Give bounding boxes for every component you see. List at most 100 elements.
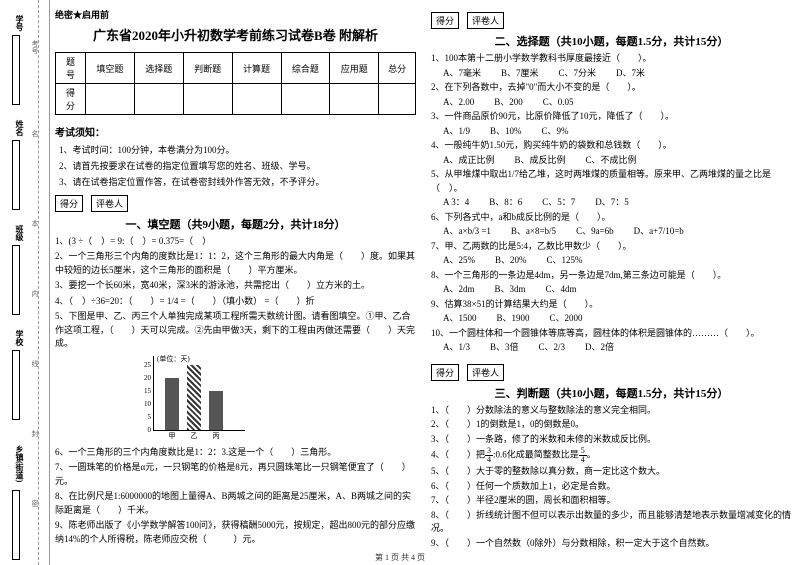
question: 8、（ ）折线统计图不但可以表示出数量的多少，而且能够清楚地表示数量增减变化的情… <box>431 509 792 536</box>
option: C、5：7 <box>542 197 575 207</box>
question: 9、陈老师出版了《小学数学解答100问》，获得稿酬5000元，按规定，超出800… <box>55 519 416 546</box>
options: A、2dm B、3dm C、4dm <box>431 283 792 297</box>
bind-label-id: 学号 <box>14 15 25 31</box>
bind-label-school: 学校 <box>14 330 25 346</box>
question: 9、（ ）一个自然数（0除外）与分数相除，积一定大于这个自然数。 <box>431 537 792 551</box>
option: C、2/3 <box>539 342 566 352</box>
question: 10、一个圆柱体和一个圆锥体等底等高，圆柱体的体积是圆锥体的………（ ）。 <box>431 327 792 341</box>
bind-label-name: 姓名 <box>14 120 25 136</box>
notice-item: 1、考试时间：100分钟，本卷满分为100分。 <box>59 142 416 158</box>
question: 1、（ ）分数除法的意义与整数除法的意义完全相同。 <box>431 404 792 418</box>
question: 2、（ ）1的倒数是1，0的倒数是0。 <box>431 418 792 432</box>
score-cell <box>232 84 281 115</box>
score-table: 题 号填空题选择题判断题计算题综合题应用题总分 得 分 <box>55 52 416 115</box>
option: A、2dm <box>443 284 475 294</box>
section3-title: 三、判断题（共10小题，每题1.5分，共计15分） <box>431 385 792 401</box>
score-col: 题 号 <box>56 53 86 84</box>
bind-box <box>12 35 20 105</box>
score-label: 得分 <box>431 364 459 381</box>
bind-box <box>12 350 20 420</box>
option: A、a×b/3 =1 <box>443 226 491 236</box>
option: B、20% <box>495 255 527 265</box>
score-col: 计算题 <box>232 53 281 84</box>
score-col: 填空题 <box>86 53 135 84</box>
option: B、3倍 <box>490 342 519 352</box>
score-col: 应用题 <box>330 53 379 84</box>
xlabel: 乙 <box>184 431 204 441</box>
option: B、成反比例 <box>515 155 566 165</box>
question: 7、甲、乙两数的比是5:4，乙数比甲数少（ ）。 <box>431 240 792 254</box>
options: A、1/3 B、3倍 C、2/3 D、2倍 <box>431 341 792 355</box>
option: A、1/9 <box>443 126 470 136</box>
notice-item: 3、请在试卷指定位置作答，在试卷密封线外作答无效，不予评分。 <box>59 174 416 190</box>
question: 6、一个三角形的三个内角度数比是1：2：3.这是一个（ ）三角形。 <box>55 446 416 460</box>
option: C、4dm <box>546 284 577 294</box>
option: B、1900 <box>497 313 530 323</box>
options: A、7毫米 B、7厘米 C、7分米 D、7米 <box>431 67 792 81</box>
question: 1、(3 ÷（ ）= 9:（ ）= 0.375=（ ） <box>55 235 416 249</box>
ytick: 20 <box>137 374 151 382</box>
option: C、9% <box>542 126 569 136</box>
question: 9、估算38×51的计算结果大约是（ ）。 <box>431 298 792 312</box>
score-col: 总分 <box>379 53 416 84</box>
bind-label-town: 乡镇(街道) <box>14 445 25 482</box>
option: A、1/3 <box>443 342 470 352</box>
question: 4、（ ）把34:0.6化成最简整数比是54。 <box>431 447 792 464</box>
question: 4、一般纯牛奶1.50元，购买纯牛奶的袋数和总钱数（ ）。 <box>431 139 792 153</box>
bind-box <box>12 490 20 560</box>
score-cell <box>183 84 232 115</box>
score-col: 综合题 <box>281 53 330 84</box>
section2-title: 二、选择题（共10小题，每题1.5分，共计15分） <box>431 33 792 49</box>
score-row-label: 得 分 <box>56 84 86 115</box>
option: D、7米 <box>616 68 645 78</box>
question: 5、（ ）大于零的整数除以真分数，商一定比这个数大。 <box>431 465 792 479</box>
notice-item: 2、请首先按要求在试卷的指定位置填写您的姓名、班级、学号。 <box>59 158 416 174</box>
option: A、2.00 <box>443 97 474 107</box>
option: B、a×8=b/5 <box>511 226 556 236</box>
question: 6、（ ）任何一个质数加上1，必定是合数。 <box>431 480 792 494</box>
ytick: 0 <box>137 426 151 434</box>
options: A 3：4B、8：6C、5：7D、7：5 <box>431 196 792 210</box>
section-scorebox: 得分 评卷人 <box>55 195 416 212</box>
question: 4、（ ）÷36=20：（ ）= 1/4 =（ ）（填小数） =（ ）折 <box>55 295 416 309</box>
question: 2、一个三角形三个内角的度数比是1：1：2，这个三角形的最大内角是（ ）度。如果… <box>55 250 416 277</box>
ytick: 25 <box>137 361 151 369</box>
option: B、10% <box>490 126 522 136</box>
option: A、25% <box>443 255 475 265</box>
chart-bar <box>209 391 223 430</box>
grader-label: 评卷人 <box>467 12 504 29</box>
option: C、不成比例 <box>586 155 637 165</box>
xlabel: 丙 <box>206 431 226 441</box>
score-col: 选择题 <box>134 53 183 84</box>
option: A、1500 <box>443 313 477 323</box>
ytick: 5 <box>137 413 151 421</box>
ytick: 10 <box>137 400 151 408</box>
question: 7、一圆珠笔的价格是α元，一只钢笔的价格是8元，再只圆珠笔比一只钢笔便宜了（ ）… <box>55 461 416 488</box>
bind-box <box>12 245 20 315</box>
option: C、7分米 <box>559 68 597 78</box>
question: 5、下图是甲、乙、丙三个人单独完成某项工程所需天数统计图。请看图填空。①甲、乙合… <box>55 310 416 351</box>
binding-margin: 学号 姓名 班级 学校 乡镇(街道) 考号 名 本 内 线 封 密 <box>0 0 50 565</box>
grader-label: 评卷人 <box>467 364 504 381</box>
right-column: 得分 评卷人 二、选择题（共10小题，每题1.5分，共计15分） 1、100本第… <box>431 8 792 548</box>
left-column: 绝密★启用前 广东省2020年小升初数学考前练习试卷B卷 附解析 题 号填空题选… <box>55 8 416 548</box>
option: A 3：4 <box>443 197 469 207</box>
option: B、7厘米 <box>501 68 539 78</box>
score-cell <box>379 84 416 115</box>
option: D、7：5 <box>595 197 629 207</box>
options: A、1/9 B、10% C、9% <box>431 125 792 139</box>
option: A、7毫米 <box>443 68 481 78</box>
question: 1、100本第十二册小学数学教科书厚度最接近（ ）。 <box>431 52 792 66</box>
score-cell <box>86 84 135 115</box>
bar-chart: (单位：天) 2520151050甲乙丙 <box>135 356 245 441</box>
grader-label: 评卷人 <box>91 195 128 212</box>
question: 3、（ ）一条路，修了的米数和未修的米数成反比例。 <box>431 433 792 447</box>
score-cell <box>134 84 183 115</box>
notice-header: 考试须知： <box>55 124 416 139</box>
score-label: 得分 <box>431 12 459 29</box>
question: 3、一件商品原价90元，比原价降低了10元，降低了（ ）。 <box>431 110 792 124</box>
option: D、2倍 <box>585 342 614 352</box>
option: B、3dm <box>495 284 526 294</box>
score-cell <box>330 84 379 115</box>
option: B、200 <box>494 97 523 107</box>
